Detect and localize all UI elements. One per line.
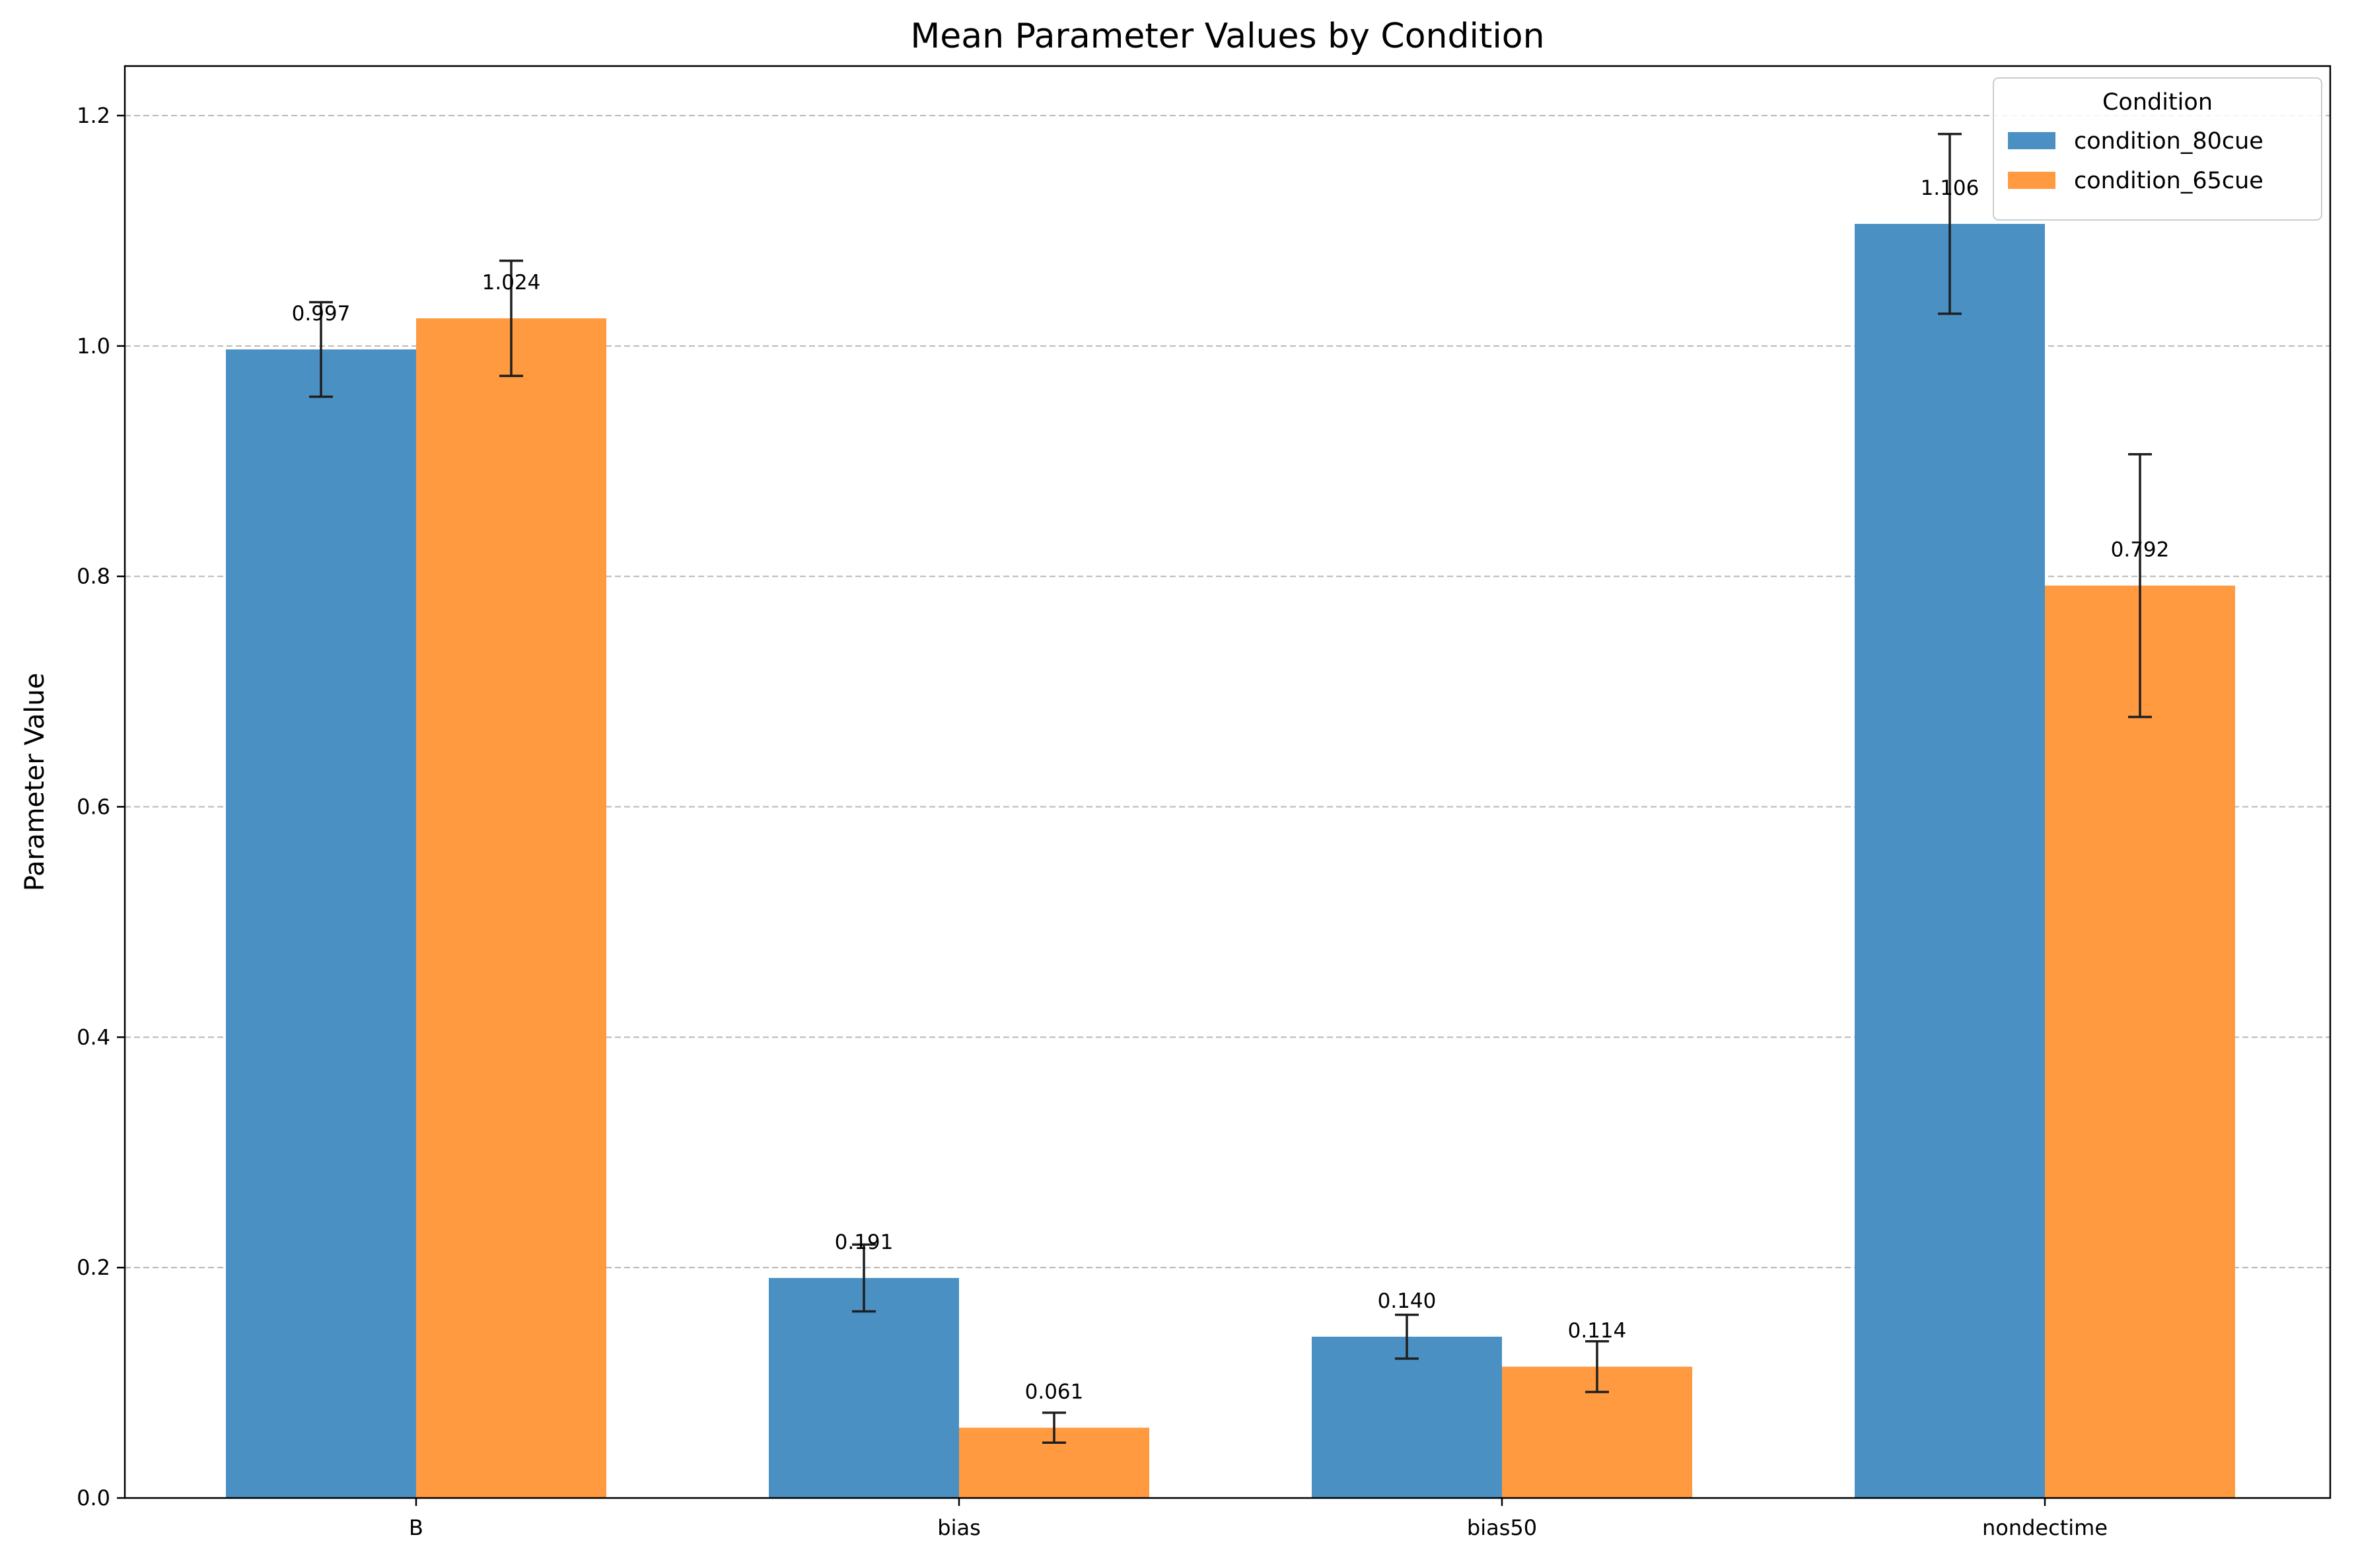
data-label: 0.792 <box>2111 538 2170 562</box>
y-tick-label: 0.0 <box>77 1485 110 1511</box>
x-tick-label: bias <box>937 1515 980 1540</box>
data-label: 0.997 <box>292 302 351 326</box>
error-bar <box>309 301 333 398</box>
bar-condition_80cue-B <box>226 349 416 1498</box>
legend-swatch <box>2008 132 2055 149</box>
y-tick-label: 1.0 <box>77 334 110 359</box>
data-label: 0.114 <box>1568 1319 1627 1343</box>
legend-title: Condition <box>2102 89 2213 116</box>
bar-condition_65cue-B <box>416 318 606 1498</box>
data-label: 0.061 <box>1025 1380 1084 1404</box>
error-bar <box>2128 453 2152 719</box>
bar-condition_80cue-bias50 <box>1312 1336 1502 1498</box>
error-bar <box>1938 133 1962 315</box>
legend-label: condition_65cue <box>2074 168 2264 194</box>
legend-label: condition_80cue <box>2074 128 2264 155</box>
y-axis-title: Parameter Value <box>20 673 50 892</box>
legend: Condition condition_80cue condition_65cue <box>1993 77 2322 221</box>
error-bar <box>852 1243 876 1313</box>
legend-item: condition_80cue <box>2008 128 2264 155</box>
y-tick-label: 1.2 <box>77 103 110 128</box>
x-tick-label: B <box>409 1515 423 1540</box>
legend-swatch <box>2008 172 2055 189</box>
legend-box <box>1993 77 2322 221</box>
y-axis-ticks: 0.0 0.2 0.4 0.6 0.8 1.0 1.2 <box>77 103 125 1511</box>
error-bar <box>1395 1313 1419 1360</box>
data-label: 1.024 <box>482 271 541 295</box>
bar-condition_80cue-bias <box>769 1277 959 1498</box>
data-labels: 0.997 0.191 0.140 1.106 1.024 0.061 0.114 0.792 <box>292 176 2170 1404</box>
bars <box>226 223 2235 1499</box>
error-bar <box>499 260 523 377</box>
error-bars <box>309 133 2152 1444</box>
plot-frame <box>124 65 2332 1499</box>
bar-condition_65cue-nondectime <box>2045 585 2235 1499</box>
data-label: 0.191 <box>835 1230 894 1254</box>
x-tick-label: bias50 <box>1467 1515 1537 1540</box>
y-tick-label: 0.6 <box>77 794 110 819</box>
legend-item: condition_65cue <box>2008 168 2264 194</box>
data-label: 0.140 <box>1378 1289 1437 1313</box>
y-tick-label: 0.4 <box>77 1024 110 1050</box>
error-bar <box>1042 1411 1066 1444</box>
data-label: 1.106 <box>1921 176 1980 200</box>
legend-items: condition_80cue condition_65cue <box>2008 128 2264 194</box>
bar-condition_80cue-nondectime <box>1855 223 2045 1498</box>
chart-title: Mean Parameter Values by Condition <box>910 17 1544 56</box>
y-tick-label: 0.8 <box>77 564 110 589</box>
y-tick-label: 0.2 <box>77 1255 110 1280</box>
x-tick-label: nondectime <box>1982 1515 2108 1540</box>
error-bar <box>1585 1340 1609 1394</box>
